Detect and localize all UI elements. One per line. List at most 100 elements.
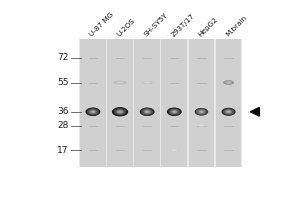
Ellipse shape	[174, 111, 175, 112]
Ellipse shape	[90, 110, 96, 114]
Ellipse shape	[119, 82, 121, 83]
Ellipse shape	[119, 111, 122, 113]
Ellipse shape	[168, 108, 181, 115]
Ellipse shape	[87, 109, 98, 115]
Ellipse shape	[115, 109, 125, 114]
Text: SH-SY5Y: SH-SY5Y	[143, 12, 169, 38]
Ellipse shape	[200, 125, 203, 126]
Ellipse shape	[170, 149, 178, 151]
Ellipse shape	[228, 82, 230, 83]
Bar	[161, 39, 187, 167]
Ellipse shape	[226, 110, 232, 113]
Ellipse shape	[142, 109, 152, 115]
Ellipse shape	[171, 149, 178, 151]
Ellipse shape	[197, 125, 206, 127]
Ellipse shape	[145, 82, 150, 83]
Ellipse shape	[142, 81, 152, 84]
Ellipse shape	[198, 125, 205, 126]
Ellipse shape	[140, 108, 154, 116]
Ellipse shape	[227, 82, 230, 83]
Ellipse shape	[88, 109, 97, 114]
Text: M.brain: M.brain	[224, 15, 248, 38]
Ellipse shape	[224, 109, 233, 114]
Ellipse shape	[172, 150, 176, 151]
Ellipse shape	[171, 110, 177, 114]
Ellipse shape	[228, 111, 229, 112]
Ellipse shape	[169, 149, 180, 152]
Ellipse shape	[115, 109, 125, 115]
Ellipse shape	[223, 108, 234, 115]
Ellipse shape	[145, 110, 150, 113]
Text: 28: 28	[58, 121, 69, 130]
Ellipse shape	[114, 81, 126, 84]
Ellipse shape	[199, 125, 204, 126]
Ellipse shape	[200, 125, 203, 126]
Ellipse shape	[92, 111, 94, 112]
Ellipse shape	[201, 111, 202, 112]
Ellipse shape	[113, 108, 127, 116]
Ellipse shape	[173, 150, 175, 151]
Ellipse shape	[225, 110, 232, 114]
Ellipse shape	[226, 110, 231, 113]
Ellipse shape	[119, 82, 121, 83]
Bar	[216, 39, 242, 167]
Ellipse shape	[196, 109, 206, 115]
Ellipse shape	[227, 111, 230, 113]
Ellipse shape	[146, 82, 149, 83]
Ellipse shape	[117, 110, 123, 114]
Ellipse shape	[173, 150, 175, 151]
Ellipse shape	[85, 108, 100, 116]
Text: 36: 36	[57, 107, 69, 116]
Bar	[79, 39, 242, 167]
Ellipse shape	[197, 124, 206, 127]
Ellipse shape	[142, 109, 153, 115]
Ellipse shape	[170, 149, 179, 151]
Ellipse shape	[200, 111, 202, 112]
Ellipse shape	[197, 109, 206, 114]
Ellipse shape	[117, 82, 123, 83]
Ellipse shape	[147, 82, 148, 83]
Polygon shape	[250, 107, 260, 116]
Ellipse shape	[141, 81, 153, 84]
Text: 72: 72	[58, 53, 69, 62]
Ellipse shape	[116, 81, 124, 84]
Ellipse shape	[117, 110, 123, 113]
Ellipse shape	[225, 81, 232, 84]
Bar	[134, 39, 160, 167]
Ellipse shape	[144, 110, 150, 114]
Ellipse shape	[115, 81, 125, 84]
Ellipse shape	[114, 108, 126, 115]
Text: HepG2: HepG2	[197, 16, 219, 38]
Ellipse shape	[118, 111, 122, 113]
Ellipse shape	[224, 81, 232, 84]
Ellipse shape	[226, 82, 231, 83]
Ellipse shape	[222, 108, 235, 115]
Ellipse shape	[170, 109, 178, 114]
Ellipse shape	[112, 107, 128, 116]
Text: 17: 17	[57, 146, 69, 155]
Ellipse shape	[223, 109, 234, 115]
Bar	[107, 39, 133, 167]
Ellipse shape	[172, 150, 176, 151]
Ellipse shape	[119, 111, 121, 112]
Ellipse shape	[143, 110, 151, 114]
Ellipse shape	[142, 81, 152, 84]
Ellipse shape	[199, 110, 204, 113]
Ellipse shape	[169, 149, 179, 152]
Ellipse shape	[145, 111, 149, 113]
Ellipse shape	[228, 82, 229, 83]
Ellipse shape	[197, 125, 206, 127]
Text: U-2OS: U-2OS	[116, 18, 136, 38]
Ellipse shape	[200, 111, 203, 113]
Ellipse shape	[117, 82, 123, 83]
Ellipse shape	[201, 125, 202, 126]
Ellipse shape	[227, 111, 230, 112]
Ellipse shape	[224, 81, 233, 84]
Ellipse shape	[197, 110, 206, 114]
Ellipse shape	[171, 149, 178, 151]
Text: U-87 MG: U-87 MG	[89, 12, 115, 38]
Bar	[80, 39, 106, 167]
Ellipse shape	[172, 110, 177, 113]
Ellipse shape	[91, 111, 95, 113]
Ellipse shape	[173, 111, 176, 112]
